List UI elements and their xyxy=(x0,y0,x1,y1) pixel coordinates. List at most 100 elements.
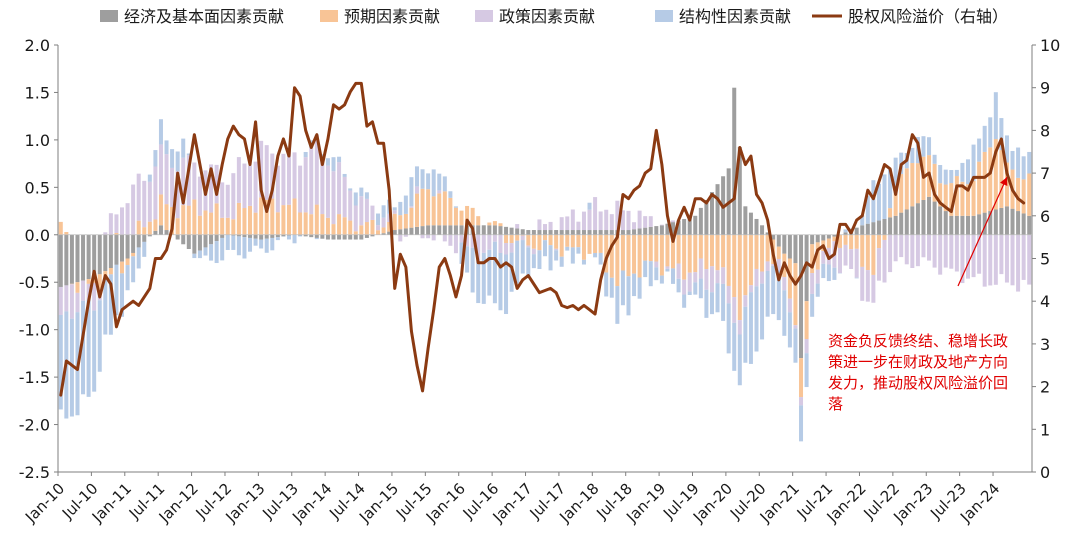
bar-struct-167 xyxy=(988,117,993,148)
bar-expect-107 xyxy=(654,234,659,262)
bar-struct-35 xyxy=(253,238,258,246)
bar-policy-30 xyxy=(225,184,230,218)
bar-econ-150 xyxy=(893,215,898,235)
bar-econ-45 xyxy=(309,234,314,238)
bar-econ-143 xyxy=(854,227,859,235)
bar-struct-7 xyxy=(97,300,102,372)
bar-expect-150 xyxy=(893,193,898,216)
y-right-tick-label: 9 xyxy=(1040,79,1050,98)
bar-struct-85 xyxy=(531,254,536,269)
bar-econ-116 xyxy=(704,199,709,235)
bar-expect-27 xyxy=(209,212,214,235)
bar-struct-139 xyxy=(832,267,837,280)
bar-expect-58 xyxy=(381,227,386,234)
bar-struct-87 xyxy=(543,240,548,257)
bar-policy-0 xyxy=(58,286,63,315)
bar-struct-157 xyxy=(932,154,937,164)
bar-struct-94 xyxy=(581,259,586,265)
legend-swatch-expect xyxy=(320,10,338,22)
bar-expect-126 xyxy=(760,234,765,272)
bar-expect-149 xyxy=(888,208,893,218)
bar-policy-73 xyxy=(465,234,470,247)
bar-struct-144 xyxy=(860,215,865,226)
bar-expect-167 xyxy=(988,147,993,212)
bar-expect-36 xyxy=(259,197,264,235)
bar-struct-44 xyxy=(303,151,308,158)
bar-expect-160 xyxy=(949,183,954,216)
bar-econ-135 xyxy=(810,234,815,245)
y-left-tick-label: 0.0 xyxy=(25,226,50,245)
bar-expect-169 xyxy=(999,150,1004,208)
bar-struct-38 xyxy=(270,237,275,251)
bar-econ-15 xyxy=(142,234,147,242)
bar-struct-131 xyxy=(787,312,792,348)
bar-econ-133 xyxy=(799,234,804,359)
bar-expect-119 xyxy=(721,234,726,268)
y-left-tick-label: -0.5 xyxy=(19,273,50,292)
bar-expect-102 xyxy=(626,234,631,277)
bar-econ-115 xyxy=(698,207,703,235)
bar-policy-55 xyxy=(364,198,369,223)
bar-expect-117 xyxy=(709,234,714,267)
bar-struct-123 xyxy=(743,306,748,363)
bar-expect-13 xyxy=(131,252,136,257)
bar-policy-142 xyxy=(849,249,854,269)
bar-struct-5 xyxy=(86,299,91,397)
bar-policy-99 xyxy=(609,214,614,231)
bar-policy-163 xyxy=(965,234,970,279)
bar-policy-76 xyxy=(481,234,486,253)
bar-expect-108 xyxy=(659,234,664,276)
bar-policy-23 xyxy=(186,155,191,206)
bar-expect-158 xyxy=(938,183,943,207)
bar-struct-122 xyxy=(737,334,742,386)
bar-econ-49 xyxy=(331,234,336,240)
y-right-tick-label: 3 xyxy=(1040,335,1050,354)
bar-policy-114 xyxy=(693,272,698,283)
bar-econ-27 xyxy=(209,234,214,245)
bar-expect-164 xyxy=(971,180,976,216)
bar-econ-63 xyxy=(409,227,414,235)
bar-policy-50 xyxy=(337,162,342,215)
legend-label-expect: 预期因素贡献 xyxy=(344,7,440,26)
bar-econ-103 xyxy=(632,229,637,235)
chart-line-series xyxy=(59,81,1026,397)
bar-econ-58 xyxy=(381,233,386,235)
bar-struct-32 xyxy=(236,236,241,256)
bar-expect-118 xyxy=(715,234,720,271)
bar-econ-159 xyxy=(943,211,948,235)
bar-econ-5 xyxy=(86,234,91,280)
bar-struct-82 xyxy=(515,240,520,284)
bar-expect-133 xyxy=(799,358,804,398)
bar-econ-68 xyxy=(437,225,442,235)
bar-policy-110 xyxy=(671,220,676,223)
bar-econ-72 xyxy=(459,225,464,235)
bar-policy-147 xyxy=(876,248,881,281)
erp-line xyxy=(59,81,1026,397)
bar-econ-173 xyxy=(1021,213,1026,235)
bar-struct-115 xyxy=(698,278,703,299)
bar-econ-130 xyxy=(782,234,787,254)
y-right-tick-label: 10 xyxy=(1040,36,1060,55)
bar-policy-155 xyxy=(921,234,926,258)
bar-expect-122 xyxy=(737,234,742,321)
bar-policy-131 xyxy=(787,298,792,313)
bar-struct-104 xyxy=(637,277,642,299)
bar-expect-79 xyxy=(498,223,503,227)
bar-econ-165 xyxy=(977,214,982,235)
bar-expect-165 xyxy=(977,161,982,215)
bar-struct-103 xyxy=(632,273,637,297)
bar-policy-49 xyxy=(331,171,336,225)
bar-expect-45 xyxy=(309,214,314,235)
bar-policy-115 xyxy=(698,258,703,279)
bar-struct-168 xyxy=(993,92,998,140)
bar-struct-106 xyxy=(648,261,653,287)
bar-policy-11 xyxy=(120,207,125,235)
bar-expect-139 xyxy=(832,236,837,242)
bar-econ-114 xyxy=(693,215,698,235)
bar-struct-63 xyxy=(409,177,414,207)
bar-policy-90 xyxy=(559,217,564,231)
bar-struct-15 xyxy=(142,241,147,257)
bar-econ-36 xyxy=(259,234,264,240)
annotation-arrow-head xyxy=(1000,177,1008,187)
bar-struct-79 xyxy=(498,253,503,311)
